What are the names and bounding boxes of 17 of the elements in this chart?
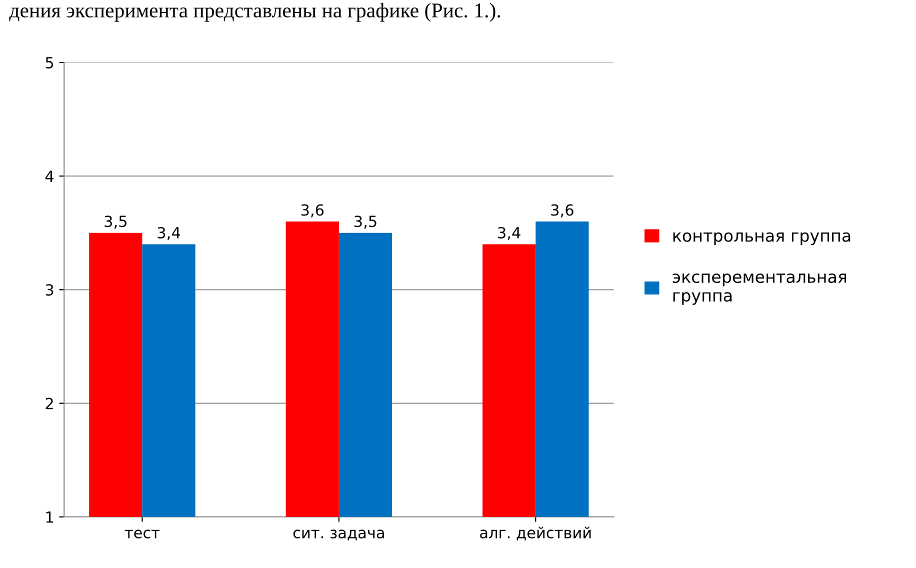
x-tick-label: алг. действий xyxy=(480,526,591,540)
y-tick-label: 3 xyxy=(46,284,54,296)
x-tick-label: сит. задача xyxy=(293,530,384,540)
y-tick-label: 1 xyxy=(46,512,53,523)
x-tick-label: тест xyxy=(124,530,160,538)
legend-label: эксперементальная группа xyxy=(672,273,846,305)
y-tick-label: 2 xyxy=(46,398,53,410)
data-label: 3,5 xyxy=(104,216,126,229)
data-label: 3,4 xyxy=(498,226,520,240)
data-label: 3,6 xyxy=(301,204,324,218)
data-label: 3,5 xyxy=(354,216,376,229)
text: дения эксперимента представлены на графике (Рис. 1.). xyxy=(9,2,500,22)
y-tick-label: 4 xyxy=(45,170,54,182)
data-label: 3,4 xyxy=(158,226,180,240)
y-tick-label: 5 xyxy=(46,57,54,68)
data-label: 3,6 xyxy=(551,204,574,218)
legend-label: контрольная группа xyxy=(673,232,850,246)
